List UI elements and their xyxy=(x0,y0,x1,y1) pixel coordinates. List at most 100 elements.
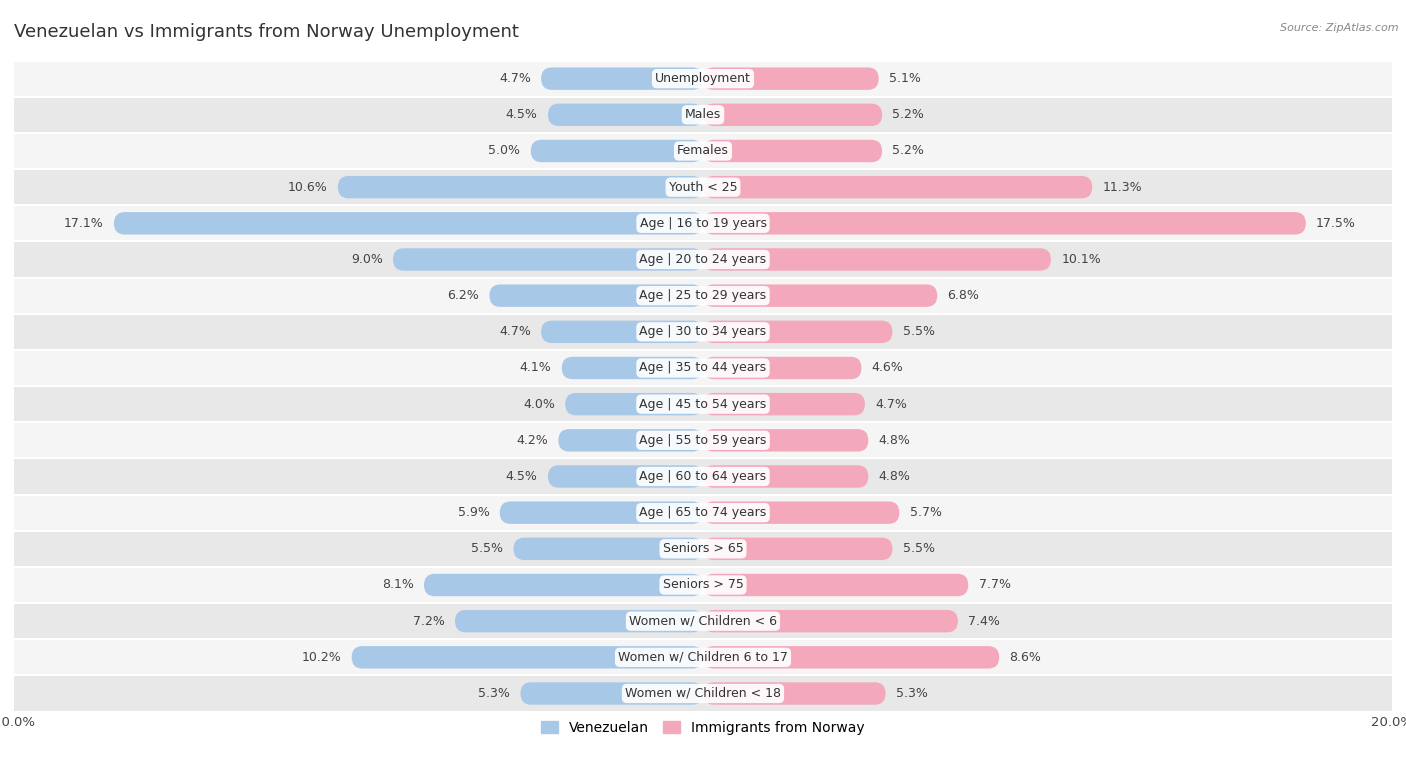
Text: 4.0%: 4.0% xyxy=(523,397,555,410)
Text: 11.3%: 11.3% xyxy=(1102,181,1142,194)
FancyBboxPatch shape xyxy=(703,646,1000,668)
Text: Age | 65 to 74 years: Age | 65 to 74 years xyxy=(640,506,766,519)
Bar xyxy=(14,603,1392,639)
Text: Seniors > 65: Seniors > 65 xyxy=(662,542,744,556)
FancyBboxPatch shape xyxy=(520,682,703,705)
FancyBboxPatch shape xyxy=(565,393,703,416)
Text: 5.5%: 5.5% xyxy=(903,542,935,556)
Text: 6.8%: 6.8% xyxy=(948,289,980,302)
Text: 5.1%: 5.1% xyxy=(889,72,921,85)
Bar xyxy=(14,313,1392,350)
FancyBboxPatch shape xyxy=(392,248,703,271)
Text: 10.6%: 10.6% xyxy=(288,181,328,194)
Text: 4.5%: 4.5% xyxy=(506,108,537,121)
Text: Age | 60 to 64 years: Age | 60 to 64 years xyxy=(640,470,766,483)
Legend: Venezuelan, Immigrants from Norway: Venezuelan, Immigrants from Norway xyxy=(536,715,870,740)
Text: 7.7%: 7.7% xyxy=(979,578,1011,591)
FancyBboxPatch shape xyxy=(456,610,703,632)
FancyBboxPatch shape xyxy=(703,321,893,343)
Text: 5.5%: 5.5% xyxy=(903,326,935,338)
Text: 7.2%: 7.2% xyxy=(413,615,444,628)
Bar xyxy=(14,133,1392,169)
FancyBboxPatch shape xyxy=(703,176,1092,198)
Bar xyxy=(14,241,1392,278)
Text: Age | 25 to 29 years: Age | 25 to 29 years xyxy=(640,289,766,302)
FancyBboxPatch shape xyxy=(703,248,1050,271)
FancyBboxPatch shape xyxy=(548,104,703,126)
Text: 4.8%: 4.8% xyxy=(879,470,911,483)
FancyBboxPatch shape xyxy=(548,466,703,488)
Text: Seniors > 75: Seniors > 75 xyxy=(662,578,744,591)
Text: Age | 35 to 44 years: Age | 35 to 44 years xyxy=(640,362,766,375)
Text: Women w/ Children < 18: Women w/ Children < 18 xyxy=(626,687,780,700)
Text: 5.3%: 5.3% xyxy=(478,687,510,700)
Text: 10.1%: 10.1% xyxy=(1062,253,1101,266)
FancyBboxPatch shape xyxy=(337,176,703,198)
Bar xyxy=(14,422,1392,459)
Text: 5.0%: 5.0% xyxy=(488,145,520,157)
Text: Age | 30 to 34 years: Age | 30 to 34 years xyxy=(640,326,766,338)
Bar xyxy=(14,531,1392,567)
Text: 8.6%: 8.6% xyxy=(1010,651,1042,664)
Text: 6.2%: 6.2% xyxy=(447,289,479,302)
Text: 4.7%: 4.7% xyxy=(499,72,531,85)
FancyBboxPatch shape xyxy=(703,393,865,416)
FancyBboxPatch shape xyxy=(114,212,703,235)
Bar xyxy=(14,494,1392,531)
Bar xyxy=(14,386,1392,422)
FancyBboxPatch shape xyxy=(541,67,703,90)
Text: 5.3%: 5.3% xyxy=(896,687,928,700)
Bar xyxy=(14,675,1392,712)
Text: 5.2%: 5.2% xyxy=(893,108,924,121)
FancyBboxPatch shape xyxy=(703,140,882,162)
FancyBboxPatch shape xyxy=(703,466,869,488)
Text: 5.9%: 5.9% xyxy=(457,506,489,519)
Text: Age | 20 to 24 years: Age | 20 to 24 years xyxy=(640,253,766,266)
FancyBboxPatch shape xyxy=(352,646,703,668)
Bar xyxy=(14,459,1392,494)
FancyBboxPatch shape xyxy=(703,67,879,90)
FancyBboxPatch shape xyxy=(703,104,882,126)
Text: Unemployment: Unemployment xyxy=(655,72,751,85)
FancyBboxPatch shape xyxy=(541,321,703,343)
FancyBboxPatch shape xyxy=(703,682,886,705)
Text: Age | 55 to 59 years: Age | 55 to 59 years xyxy=(640,434,766,447)
Bar xyxy=(14,97,1392,133)
Text: Women w/ Children < 6: Women w/ Children < 6 xyxy=(628,615,778,628)
Bar xyxy=(14,567,1392,603)
Text: 5.5%: 5.5% xyxy=(471,542,503,556)
Text: 5.2%: 5.2% xyxy=(893,145,924,157)
Text: Males: Males xyxy=(685,108,721,121)
Text: Age | 16 to 19 years: Age | 16 to 19 years xyxy=(640,217,766,230)
Text: Venezuelan vs Immigrants from Norway Unemployment: Venezuelan vs Immigrants from Norway Une… xyxy=(14,23,519,41)
Text: 9.0%: 9.0% xyxy=(350,253,382,266)
FancyBboxPatch shape xyxy=(703,574,969,597)
Text: Age | 45 to 54 years: Age | 45 to 54 years xyxy=(640,397,766,410)
Text: 4.7%: 4.7% xyxy=(499,326,531,338)
Text: Source: ZipAtlas.com: Source: ZipAtlas.com xyxy=(1281,23,1399,33)
Bar xyxy=(14,278,1392,313)
FancyBboxPatch shape xyxy=(703,537,893,560)
Bar xyxy=(14,350,1392,386)
Text: 5.7%: 5.7% xyxy=(910,506,942,519)
Bar xyxy=(14,205,1392,241)
Text: Females: Females xyxy=(678,145,728,157)
Text: 4.2%: 4.2% xyxy=(516,434,548,447)
Bar xyxy=(14,169,1392,205)
FancyBboxPatch shape xyxy=(703,610,957,632)
FancyBboxPatch shape xyxy=(513,537,703,560)
FancyBboxPatch shape xyxy=(425,574,703,597)
Text: 4.8%: 4.8% xyxy=(879,434,911,447)
FancyBboxPatch shape xyxy=(499,501,703,524)
FancyBboxPatch shape xyxy=(703,501,900,524)
FancyBboxPatch shape xyxy=(531,140,703,162)
FancyBboxPatch shape xyxy=(703,429,869,451)
Text: Youth < 25: Youth < 25 xyxy=(669,181,737,194)
Text: 17.5%: 17.5% xyxy=(1316,217,1355,230)
FancyBboxPatch shape xyxy=(703,212,1306,235)
Text: 7.4%: 7.4% xyxy=(969,615,1000,628)
FancyBboxPatch shape xyxy=(558,429,703,451)
Text: 4.7%: 4.7% xyxy=(875,397,907,410)
FancyBboxPatch shape xyxy=(703,357,862,379)
Text: 8.1%: 8.1% xyxy=(382,578,413,591)
